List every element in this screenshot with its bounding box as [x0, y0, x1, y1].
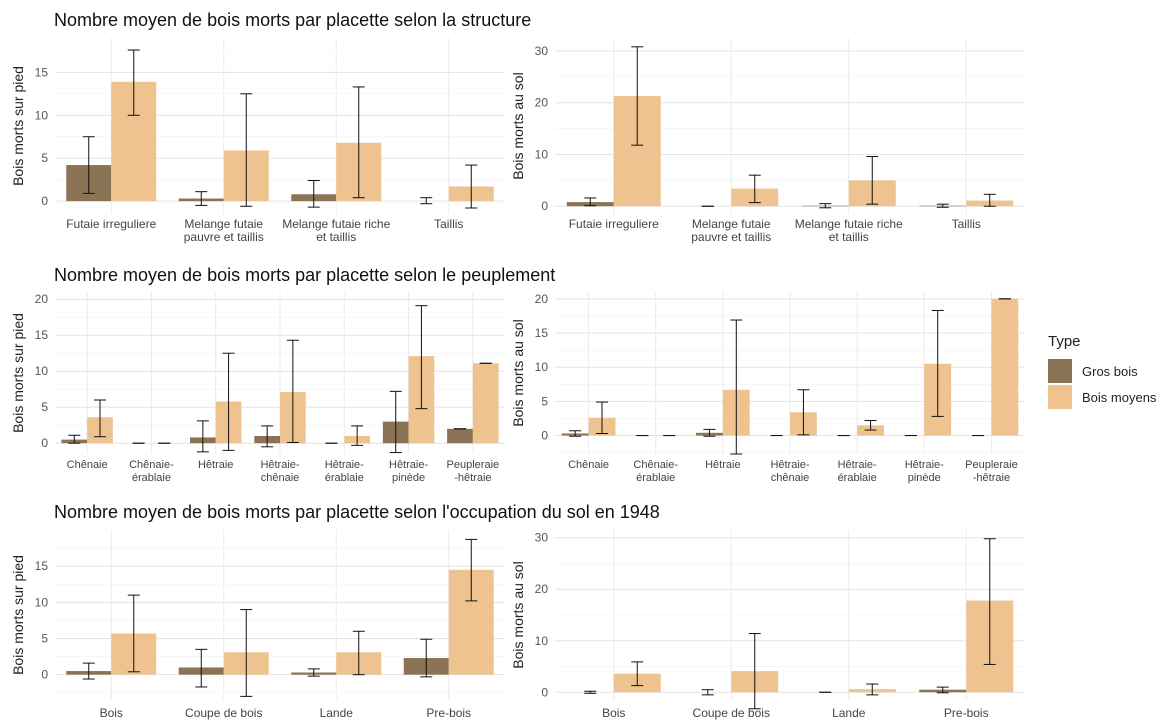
- x-tick-label: Hêtraie: [705, 459, 740, 471]
- x-tick-label: Futaie irreguliere: [66, 217, 156, 231]
- x-tick-label: Hêtraie-: [325, 459, 364, 471]
- x-tick-label: érablaie: [132, 472, 171, 484]
- y-tick-label: 10: [535, 147, 549, 161]
- y-tick-label: 20: [535, 96, 549, 110]
- x-tick-label: Chênaie-: [633, 459, 678, 471]
- x-tick-label: -hêtraie: [454, 472, 491, 484]
- y-tick-label: 5: [541, 394, 548, 408]
- y-tick-label: 5: [41, 400, 48, 414]
- x-tick-label: Hêtraie-: [838, 459, 877, 471]
- x-tick-label: Taillis: [434, 217, 463, 231]
- x-tick-label: érablaie: [838, 472, 877, 484]
- x-tick-label: chênaie: [261, 472, 300, 484]
- chart-panel-6: 0 10 20 30 Bois Coupe de bois Lande Pre-bois Boi…: [510, 530, 1025, 720]
- y-tick-label: 10: [35, 364, 49, 378]
- x-tick-label: pinède: [908, 472, 941, 484]
- y-axis-label: Bois morts au sol: [510, 72, 526, 179]
- y-tick-label: 30: [535, 44, 549, 58]
- x-tick-label: érablaie: [325, 472, 364, 484]
- legend-item-gros-bois: Gros bois: [1048, 358, 1156, 384]
- y-tick-label: 15: [35, 328, 49, 342]
- x-tick-label: Pre-bois: [944, 706, 989, 720]
- x-tick-label: Chênaie-: [129, 459, 174, 471]
- x-tick-label: Chênaie: [568, 459, 609, 471]
- legend: Type Gros bois Bois moyens: [1048, 333, 1156, 410]
- legend-label-bois-moyens: Bois moyens: [1082, 389, 1157, 405]
- bar-bois-moyens: [991, 298, 1019, 436]
- x-tick-label: pauvre et taillis: [184, 230, 264, 244]
- x-tick-label: Lande: [320, 706, 354, 720]
- x-tick-label: Melange futaie riche: [282, 217, 390, 231]
- legend-item-bois-moyens: Bois moyens: [1048, 384, 1156, 410]
- legend-title: Type: [1048, 333, 1081, 350]
- y-tick-label: 20: [535, 292, 549, 306]
- bar-gros-bois: [447, 428, 473, 444]
- x-tick-label: et taillis: [316, 230, 356, 244]
- y-axis-label: Bois morts au sol: [510, 319, 526, 426]
- x-tick-label: Hêtraie: [198, 459, 233, 471]
- chart-panel-4: 0 5 10 15 20 Chênaie Chênaie-érablaie Hêtraie Hê…: [510, 292, 1025, 484]
- y-tick-label: 0: [541, 685, 548, 699]
- x-tick-label: Futaie irreguliere: [569, 217, 659, 231]
- legend-swatch-gros-bois: [1048, 359, 1072, 383]
- x-tick-label: -hêtraie: [973, 472, 1010, 484]
- chart-panel-2: 0 10 20 30 Futaie irreguliere Melange futaiep…: [510, 38, 1025, 244]
- y-tick-label: 0: [41, 668, 48, 682]
- x-tick-label: Hêtraie-: [905, 459, 944, 471]
- x-tick-label: Bois: [100, 706, 123, 720]
- x-tick-label: Melange futaie riche: [795, 217, 903, 231]
- x-tick-label: Peupleraie: [447, 459, 500, 471]
- x-tick-label: Bois: [602, 706, 625, 720]
- x-tick-label: Melange futaie: [692, 217, 771, 231]
- y-axis-label: Bois morts sur pied: [10, 555, 26, 675]
- x-tick-label: Pre-bois: [426, 706, 471, 720]
- x-tick-label: Lande: [832, 706, 866, 720]
- y-axis-label: Bois morts sur pied: [10, 66, 26, 186]
- row-title-peuplement: Nombre moyen de bois morts par placette …: [54, 265, 556, 285]
- y-tick-label: 10: [535, 634, 549, 648]
- y-axis-label: Bois morts sur pied: [10, 313, 26, 433]
- x-tick-label: Coupe de bois: [185, 706, 262, 720]
- x-tick-label: érablaie: [636, 472, 675, 484]
- x-tick-label: pinède: [392, 472, 425, 484]
- y-tick-label: 10: [35, 595, 49, 609]
- chart-panel-3: 0 5 10 15 20 Chênaie Chênaie-érablaie Hêtraie Hê…: [10, 292, 505, 484]
- y-tick-label: 0: [541, 429, 548, 443]
- y-tick-label: 5: [41, 151, 48, 165]
- y-tick-label: 0: [41, 194, 48, 208]
- y-tick-label: 30: [535, 531, 549, 545]
- y-tick-label: 15: [535, 326, 549, 340]
- y-tick-label: 10: [35, 108, 49, 122]
- y-tick-label: 15: [35, 559, 49, 573]
- y-tick-label: 20: [35, 292, 49, 306]
- chart-panel-1: 0 5 10 15 Futaie irreguliere Melange futaiepa…: [10, 38, 505, 244]
- y-axis-label: Bois morts au sol: [510, 561, 526, 668]
- x-tick-label: Chênaie: [67, 459, 108, 471]
- x-tick-label: Melange futaie: [184, 217, 263, 231]
- x-tick-label: et taillis: [829, 230, 869, 244]
- chart-panel-5: 0 5 10 15 Bois Coupe de bois Lande Pre-bois Bois…: [10, 530, 505, 720]
- x-tick-label: Hêtraie-: [770, 459, 809, 471]
- y-tick-label: 5: [41, 632, 48, 646]
- bar-bois-moyens: [472, 363, 499, 444]
- x-tick-label: Hêtraie-: [260, 459, 299, 471]
- x-tick-label: chênaie: [771, 472, 810, 484]
- legend-label-gros-bois: Gros bois: [1082, 363, 1138, 379]
- y-tick-label: 20: [535, 582, 549, 596]
- row-title-occupation: Nombre moyen de bois morts par placette …: [54, 502, 660, 522]
- legend-swatch-bois-moyens: [1048, 385, 1072, 409]
- x-tick-label: Taillis: [952, 217, 981, 231]
- x-tick-label: Hêtraie-: [389, 459, 428, 471]
- x-tick-label: pauvre et taillis: [691, 230, 771, 244]
- y-tick-label: 0: [541, 199, 548, 213]
- x-tick-label: Coupe de bois: [693, 706, 770, 720]
- x-tick-label: Peupleraie: [965, 459, 1018, 471]
- y-tick-label: 10: [535, 360, 549, 374]
- y-tick-label: 15: [35, 65, 49, 79]
- row-title-structure: Nombre moyen de bois morts par placette …: [54, 10, 532, 30]
- y-tick-label: 0: [41, 436, 48, 450]
